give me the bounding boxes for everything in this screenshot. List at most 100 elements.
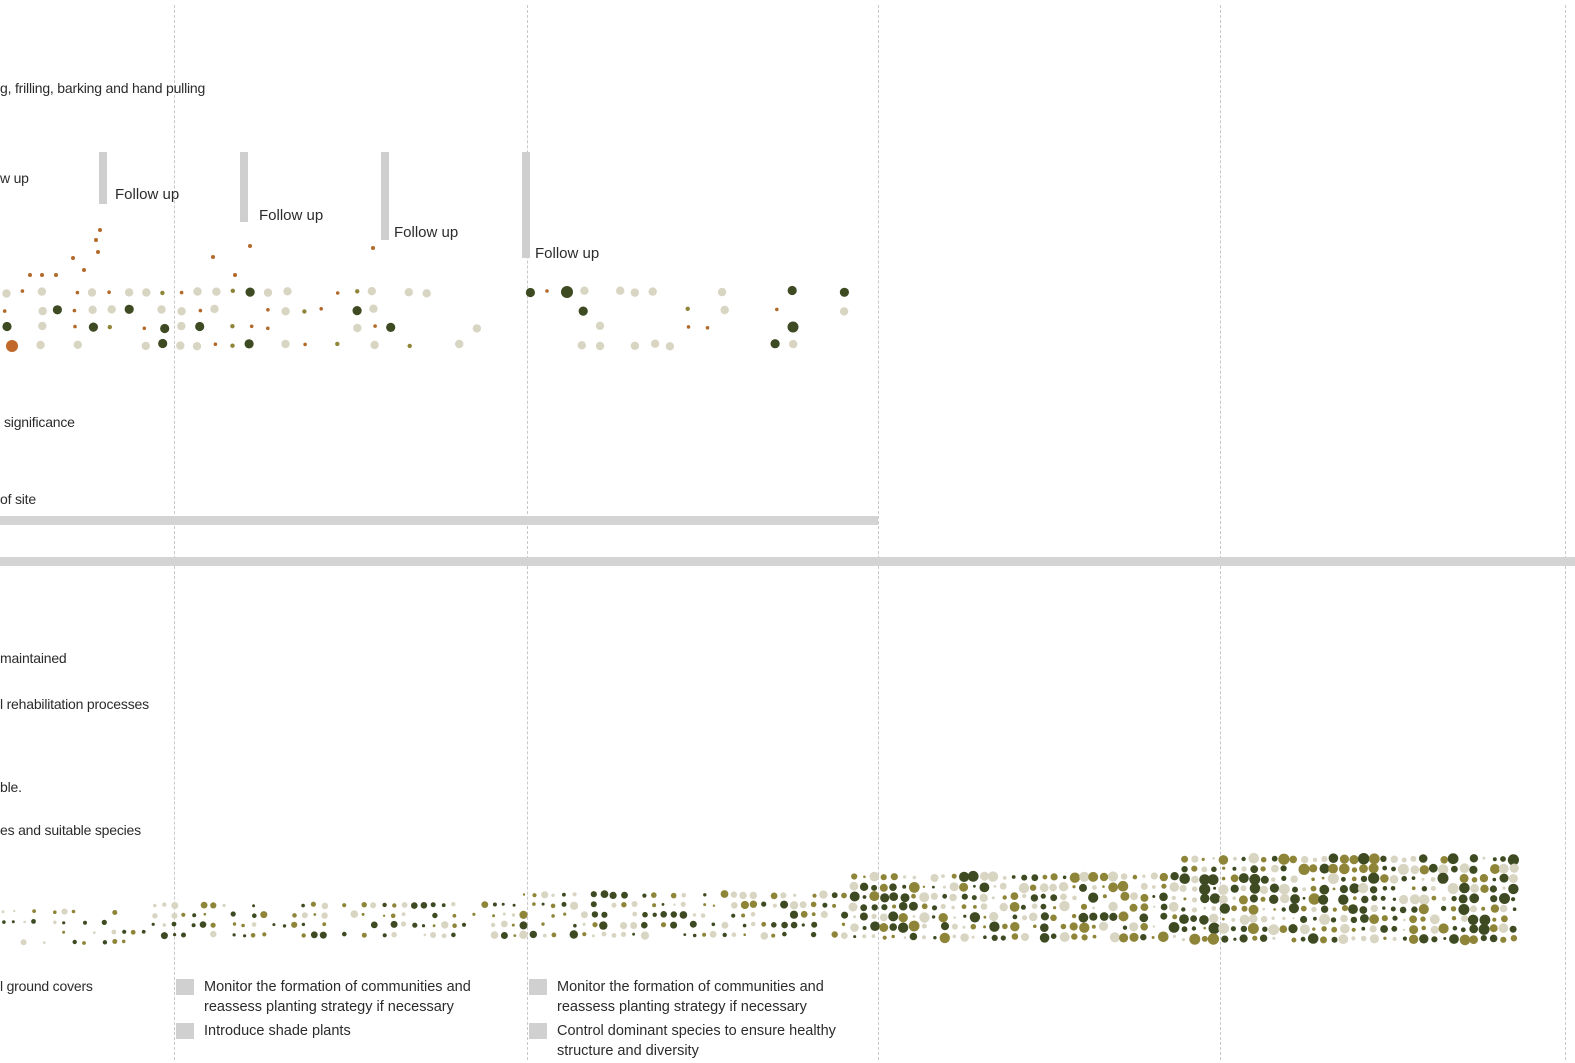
texture-dot (1282, 916, 1286, 921)
texture-dot (1499, 904, 1508, 913)
texture-dot (160, 290, 165, 296)
row-label-maintained: maintained (0, 650, 67, 666)
texture-dot (1509, 863, 1519, 873)
texture-dot (213, 342, 218, 347)
texture-dot (1240, 925, 1248, 933)
texture-dot (1058, 882, 1069, 892)
texture-dot (62, 930, 66, 934)
texture-dot (525, 287, 536, 298)
texture-dot (630, 288, 639, 297)
texture-dot (1452, 925, 1458, 931)
texture-dot (1359, 906, 1368, 914)
texture-dot (839, 287, 850, 297)
texture-dot (1281, 875, 1287, 882)
texture-dot (632, 911, 638, 917)
texture-dot (1107, 871, 1119, 882)
texture-dot (908, 882, 920, 893)
texture-dot (342, 931, 347, 937)
column-divider (527, 5, 528, 1060)
texture-dot (973, 905, 977, 909)
texture-dot (1002, 876, 1007, 880)
texture-dot (880, 893, 890, 903)
texture-dot (1511, 897, 1516, 902)
row-label-species: es and suitable species (0, 822, 141, 838)
texture-dot (404, 288, 413, 297)
texture-dot (519, 910, 528, 920)
texture-dot (1382, 886, 1388, 891)
texture-dot (1360, 875, 1368, 883)
texture-dot (1139, 913, 1149, 923)
texture-dot (731, 913, 736, 918)
texture-dot (869, 891, 880, 902)
texture-dot (1390, 906, 1396, 912)
texture-dot (1172, 934, 1176, 939)
texture-dot (191, 923, 196, 928)
texture-dot (685, 306, 690, 311)
texture-dot (1351, 876, 1357, 882)
texture-dot (841, 922, 846, 926)
follow-up-label: Follow up (259, 207, 324, 224)
texture-dot (1078, 912, 1089, 923)
texture-dot (743, 933, 746, 936)
texture-dot (1440, 856, 1448, 864)
texture-dot (1459, 882, 1470, 894)
texture-dot (1380, 874, 1389, 883)
texture-dot (919, 892, 930, 903)
texture-dot (1370, 904, 1379, 913)
texture-dot (922, 885, 926, 888)
texture-dot (1142, 874, 1146, 878)
texture-dot (32, 909, 36, 913)
texture-dot (1290, 894, 1300, 904)
texture-dot (912, 875, 917, 880)
texture-dot (1470, 883, 1479, 893)
texture-dot (1330, 917, 1337, 923)
texture-dot (819, 890, 828, 899)
texture-dot (102, 940, 108, 945)
texture-dot (430, 902, 436, 908)
texture-dot (939, 932, 950, 944)
texture-dot (859, 912, 868, 921)
texture-dot (1262, 926, 1268, 932)
task-text: Monitor the formation of communities and… (557, 979, 824, 1015)
texture-dot (382, 914, 386, 917)
texture-dot (1278, 853, 1290, 865)
texture-dot (230, 288, 235, 293)
texture-dot (1199, 883, 1211, 895)
texture-dot (840, 932, 848, 939)
texture-dot (1092, 906, 1095, 910)
texture-dot (1033, 924, 1037, 929)
texture-dot (1368, 872, 1380, 884)
texture-dot (1179, 873, 1190, 884)
texture-dot (390, 913, 396, 919)
texture-dot (1368, 853, 1380, 865)
texture-dot (160, 323, 170, 334)
texture-dot (407, 343, 412, 349)
texture-dot (452, 913, 457, 918)
texture-dot (582, 922, 586, 926)
texture-dot (1092, 885, 1097, 890)
texture-dot (720, 305, 729, 315)
texture-dot (72, 308, 77, 313)
texture-dot (1402, 936, 1407, 941)
texture-dot (1341, 905, 1349, 912)
texture-dot (1319, 884, 1330, 895)
texture-dot (1492, 857, 1497, 862)
texture-dot (1480, 935, 1487, 942)
texture-dot (1168, 901, 1179, 912)
texture-dot (850, 923, 859, 932)
texture-dot (1200, 893, 1210, 904)
texture-dot (652, 912, 657, 917)
texture-dot (770, 339, 780, 349)
texture-dot (451, 932, 456, 938)
texture-dot (1191, 855, 1199, 863)
texture-dot (951, 905, 955, 910)
texture-dot (941, 874, 945, 878)
texture-dot (251, 922, 257, 927)
texture-dot (962, 925, 966, 929)
texture-dot (370, 921, 378, 929)
texture-dot (1359, 864, 1368, 873)
texture-dot (761, 921, 767, 927)
texture-dot (712, 904, 716, 907)
follow-up-label: Follow up (535, 245, 600, 262)
texture-dot (930, 892, 938, 900)
